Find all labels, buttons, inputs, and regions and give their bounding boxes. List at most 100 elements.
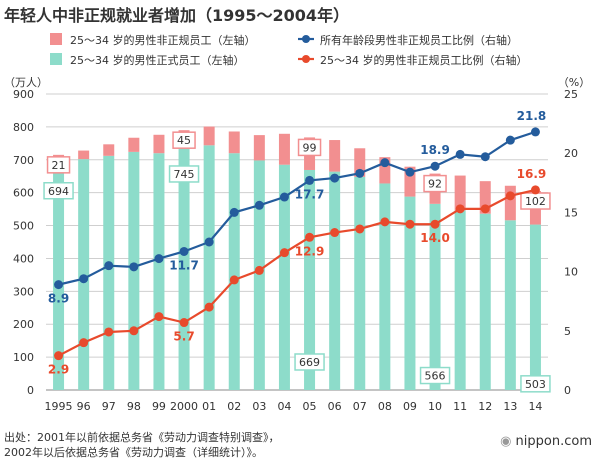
bar-value-label: 503 — [525, 378, 546, 391]
point-25-34 — [104, 327, 114, 337]
line-25-34 — [58, 188, 536, 357]
bar-regular — [53, 161, 65, 390]
bar-regular — [329, 171, 341, 390]
point-all-ages — [455, 149, 465, 159]
bar-irregular — [253, 135, 265, 161]
legend-label: 25～34 岁的男性非正规员工（左轴） — [70, 33, 256, 47]
brand-icon: ◉ — [500, 434, 516, 449]
point-25-34 — [79, 338, 89, 348]
bar-value-label: 99 — [303, 141, 317, 154]
left-tick-label: 200 — [13, 318, 34, 331]
point-25-34 — [229, 275, 239, 285]
bar-value-label: 92 — [428, 178, 442, 191]
left-tick-label: 400 — [13, 252, 34, 265]
bar-value-label-box — [297, 138, 322, 157]
x-tick-label: 05 — [303, 400, 317, 413]
point-25-34 — [405, 219, 415, 229]
line-value-label: 16.9 — [517, 167, 547, 181]
right-tick-label: 15 — [564, 206, 578, 219]
left-tick-label: 700 — [13, 154, 34, 167]
bar-regular — [253, 160, 265, 390]
x-tick-label: 04 — [277, 400, 291, 413]
right-tick-label: 5 — [564, 325, 571, 338]
point-all-ages — [405, 167, 415, 177]
bar-value-label-box — [423, 174, 447, 193]
x-tick-label: 10 — [428, 400, 442, 413]
point-all-ages — [279, 192, 289, 202]
line-value-label: 5.7 — [173, 330, 194, 344]
line-value-label: 11.7 — [169, 258, 199, 272]
line-value-label: 14.0 — [420, 231, 450, 245]
point-all-ages — [530, 127, 540, 137]
point-25-34 — [129, 326, 139, 336]
bar-irregular — [128, 137, 140, 152]
line-value-label: 8.9 — [48, 292, 69, 306]
bar-regular — [304, 169, 316, 390]
point-25-34 — [204, 302, 214, 312]
left-axis-unit: （万人） — [4, 76, 48, 89]
x-tick-label: 99 — [152, 400, 166, 413]
bar-irregular — [278, 133, 290, 165]
x-tick-label: 98 — [127, 400, 141, 413]
x-tick-label: 02 — [227, 400, 241, 413]
bar-regular — [504, 220, 516, 390]
point-25-34 — [154, 312, 164, 322]
point-all-ages — [380, 158, 390, 168]
point-25-34 — [279, 248, 289, 258]
bar-irregular — [404, 166, 416, 197]
legend-label: 所有年龄段男性非正规员工比例（右轴） — [320, 33, 518, 47]
point-all-ages — [104, 261, 114, 271]
point-25-34 — [530, 185, 540, 195]
left-tick-label: 500 — [13, 220, 34, 233]
bar-value-label-box — [172, 131, 196, 149]
legend-marker — [302, 55, 310, 63]
bar-value-label: 102 — [525, 195, 546, 208]
point-all-ages — [179, 246, 189, 256]
point-25-34 — [254, 265, 264, 275]
bar-regular — [228, 153, 240, 390]
source-line-1: 出处：2001年以前依据总务省《劳动力调查特别调查》， — [4, 431, 280, 444]
bar-regular — [479, 213, 491, 390]
bar-regular — [153, 153, 165, 390]
right-axis-unit: （%） — [558, 76, 590, 89]
x-tick-label: 11 — [453, 400, 467, 413]
bar-value-label-box — [520, 375, 551, 393]
bar-irregular — [379, 157, 391, 184]
point-25-34 — [430, 219, 440, 229]
bar-regular — [354, 176, 366, 390]
bar-regular — [178, 144, 190, 390]
x-tick-label: 97 — [102, 400, 116, 413]
bar-irregular — [78, 150, 90, 160]
bar-regular — [379, 183, 391, 390]
brand-name: nippon.com — [515, 434, 592, 449]
point-25-34 — [330, 228, 340, 238]
bar-irregular — [504, 185, 516, 221]
bar-regular — [429, 203, 441, 390]
bar-value-label-box — [419, 366, 451, 385]
bar-regular — [103, 155, 115, 390]
bar-value-label: 21 — [52, 159, 66, 172]
bar-irregular — [228, 131, 240, 154]
point-25-34 — [480, 204, 490, 214]
bar-value-label: 745 — [174, 168, 195, 181]
right-tick-label: 0 — [564, 384, 571, 397]
bar-irregular — [203, 126, 215, 146]
bar-value-label: 694 — [48, 185, 69, 198]
bar-regular — [203, 145, 215, 390]
left-tick-label: 800 — [13, 121, 34, 134]
brand-logo: ◉ nippon.com — [500, 434, 592, 449]
x-tick-label: 01 — [202, 400, 216, 413]
legend-swatch — [50, 33, 62, 45]
x-tick-label: 2000 — [170, 400, 198, 413]
point-all-ages — [305, 175, 315, 185]
point-25-34 — [355, 224, 365, 234]
x-tick-label: 1995 — [45, 400, 73, 413]
bar-irregular — [329, 140, 341, 172]
left-tick-label: 0 — [27, 384, 34, 397]
legend-label: 25～34 岁的男性正式员工（左轴） — [70, 53, 245, 67]
line-value-label: 17.7 — [295, 187, 325, 201]
line-value-label: 21.8 — [517, 109, 547, 123]
x-tick-label: 96 — [77, 400, 91, 413]
point-all-ages — [79, 274, 89, 284]
